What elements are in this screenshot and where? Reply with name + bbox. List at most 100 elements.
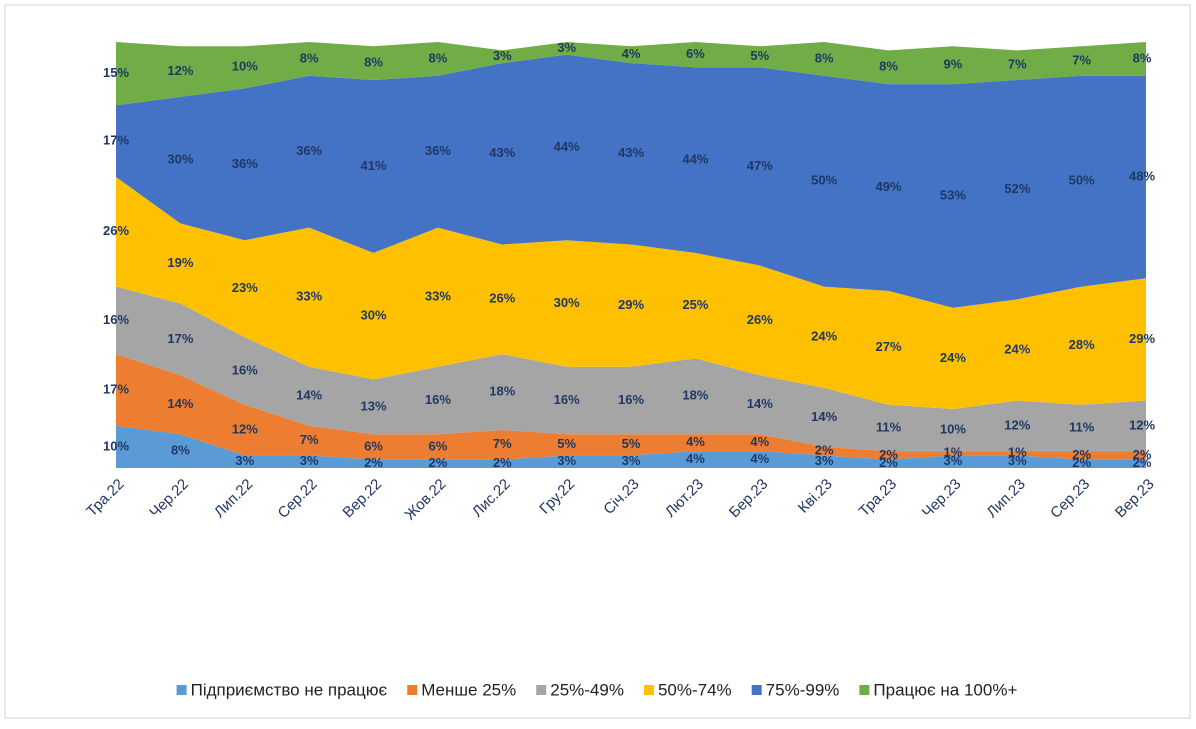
data-label: 2% — [815, 443, 834, 458]
data-label: 17% — [167, 331, 193, 346]
data-label: 44% — [682, 152, 708, 167]
data-label: 4% — [750, 451, 769, 466]
area — [116, 176, 1146, 409]
data-label: 3% — [557, 40, 576, 55]
data-label: 3% — [1008, 453, 1027, 468]
data-label: 36% — [296, 143, 322, 158]
data-label: 18% — [489, 384, 515, 399]
data-label: 26% — [489, 291, 515, 306]
data-label: 8% — [1133, 50, 1152, 65]
data-label: 36% — [425, 143, 451, 158]
data-label: 6% — [686, 46, 705, 61]
data-label: 12% — [167, 63, 193, 78]
data-label: 14% — [747, 396, 773, 411]
legend-swatch — [176, 685, 187, 695]
data-label: 30% — [360, 308, 386, 323]
data-label: 5% — [622, 436, 641, 451]
data-label: 7% — [493, 436, 512, 451]
data-label: 33% — [296, 289, 322, 304]
data-label: 29% — [618, 297, 644, 312]
data-label: 26% — [103, 223, 129, 238]
data-label: 2% — [428, 455, 447, 470]
legend-swatch — [536, 685, 547, 695]
data-label: 8% — [815, 50, 834, 65]
legend-swatch — [751, 685, 762, 695]
data-label: 16% — [425, 392, 451, 407]
data-label: 18% — [682, 388, 708, 403]
data-label: 7% — [1072, 52, 1091, 67]
data-label: 8% — [300, 50, 319, 65]
legend-label: Менше 25% — [421, 680, 516, 699]
data-label: 14% — [167, 396, 193, 411]
legend-label: Працює на 100%+ — [873, 680, 1017, 699]
data-label: 5% — [750, 48, 769, 63]
data-label: 17% — [103, 133, 129, 148]
data-label: 3% — [557, 453, 576, 468]
data-label: 13% — [360, 398, 386, 413]
data-label: 25% — [682, 297, 708, 312]
data-label: 16% — [554, 392, 580, 407]
legend-swatch — [643, 685, 654, 695]
data-label: 3% — [815, 453, 834, 468]
data-label: 7% — [1008, 57, 1027, 72]
data-label: 30% — [167, 152, 193, 167]
data-label: 50% — [1069, 173, 1095, 188]
data-label: 53% — [940, 187, 966, 202]
data-label: 16% — [103, 312, 129, 327]
data-label: 11% — [876, 419, 902, 434]
data-label: 10% — [232, 59, 258, 74]
legend-swatch — [407, 685, 418, 695]
data-label: 36% — [232, 156, 258, 171]
data-label: 33% — [425, 289, 451, 304]
data-label: 48% — [1129, 168, 1155, 183]
legend-label: 75%-99% — [766, 680, 840, 699]
data-label: 2% — [1072, 447, 1091, 462]
data-label: 23% — [232, 280, 258, 295]
data-label: 11% — [1069, 419, 1095, 434]
data-label: 24% — [940, 350, 966, 365]
data-label: 1% — [943, 445, 962, 460]
data-label: 17% — [103, 381, 129, 396]
data-label: 29% — [1129, 331, 1155, 346]
data-label: 2% — [1133, 447, 1152, 462]
data-label: 3% — [235, 453, 254, 468]
data-label: 47% — [747, 158, 773, 173]
data-label: 24% — [811, 329, 837, 344]
data-label: 2% — [493, 455, 512, 470]
data-label: 28% — [1069, 337, 1095, 352]
data-label: 14% — [296, 388, 322, 403]
data-label: 2% — [879, 455, 898, 470]
data-label: 10% — [940, 421, 966, 436]
data-label: 4% — [750, 434, 769, 449]
area — [116, 42, 1146, 106]
data-label: 19% — [167, 255, 193, 270]
data-label: 41% — [360, 158, 386, 173]
data-label: 4% — [622, 46, 641, 61]
legend-label: 50%-74% — [658, 680, 732, 699]
data-label: 26% — [747, 312, 773, 327]
data-label: 49% — [875, 179, 901, 194]
data-label: 4% — [686, 434, 705, 449]
data-label: 2% — [879, 447, 898, 462]
area — [116, 354, 1146, 460]
data-label: 15% — [103, 65, 129, 80]
area — [116, 425, 1146, 468]
data-label: 8% — [364, 55, 383, 70]
data-label: 50% — [811, 173, 837, 188]
data-label: 4% — [686, 451, 705, 466]
data-label: 16% — [232, 362, 258, 377]
area — [116, 286, 1146, 452]
data-label: 2% — [1072, 455, 1091, 470]
legend-swatch — [859, 685, 870, 695]
data-label: 8% — [879, 59, 898, 74]
data-label: 7% — [300, 432, 319, 447]
data-label: 10% — [103, 438, 129, 453]
data-label: 1% — [1008, 445, 1027, 460]
data-label: 12% — [1004, 417, 1030, 432]
legend-label: 25%-49% — [550, 680, 624, 699]
data-label: 30% — [554, 295, 580, 310]
data-label: 12% — [232, 421, 258, 436]
data-label: 24% — [1004, 341, 1030, 356]
data-label: 8% — [428, 50, 447, 65]
